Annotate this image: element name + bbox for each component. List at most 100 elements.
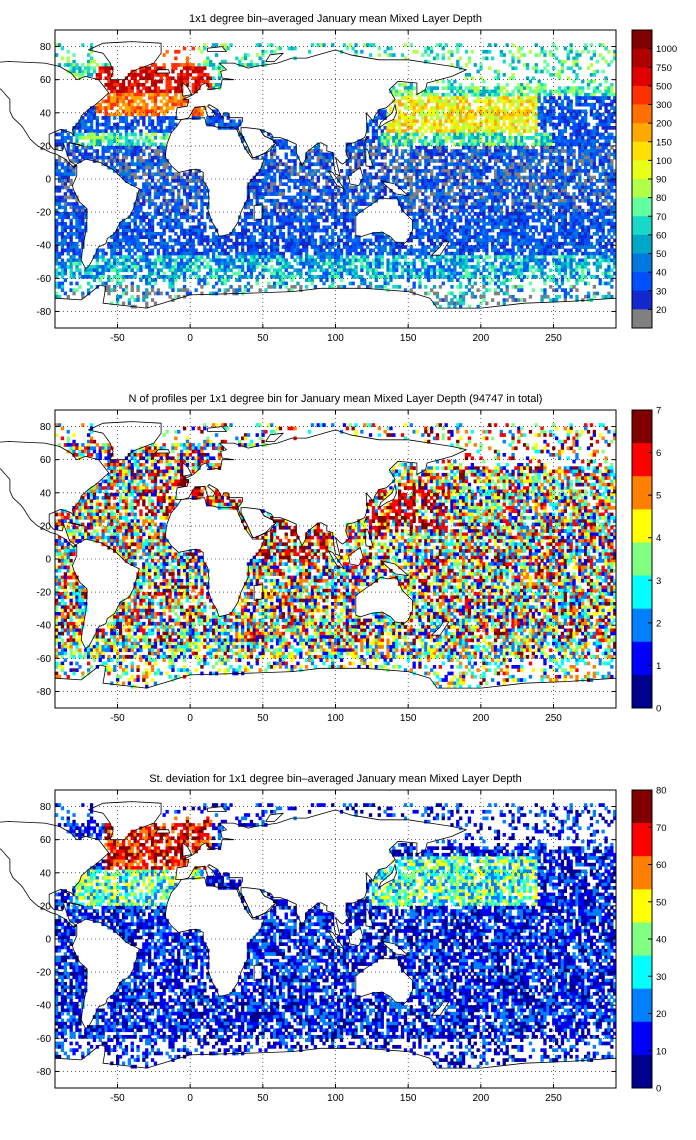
lon-tick-label: 150 (400, 713, 417, 724)
mld-mean-panel: 1x1 degree bin–averaged January mean Mix… (0, 0, 696, 380)
colorbar-label: 80 (656, 193, 667, 204)
coastline-antarctica (54, 1044, 617, 1089)
lat-tick-label: -80 (37, 1067, 52, 1078)
coastline-cuba (67, 142, 83, 147)
colorbar-label: 90 (656, 175, 667, 186)
colorbar-label: 750 (656, 63, 672, 74)
lon-tick-label: -50 (110, 1093, 125, 1104)
lon-tick-label: 150 (400, 333, 417, 344)
lon-tick-label: 200 (472, 333, 489, 344)
colorbar: 1000 750 500 300 200 150 100 90 80 70 60 50 40 30 20 (631, 29, 677, 329)
coastline-new-guinea (380, 180, 409, 197)
mld-stdev-map: St. deviation for 1x1 degree bin–average… (0, 773, 667, 1104)
lat-tick-label: -60 (37, 1034, 52, 1045)
lon-tick-label: 100 (327, 713, 344, 724)
colorbar-swatch (632, 641, 652, 676)
coastline-arabia (240, 507, 277, 538)
lat-tick-label: 40 (40, 108, 52, 119)
lon-tick-label: 200 (472, 713, 489, 724)
coastline-philippines (364, 908, 374, 928)
coastline-south-america (72, 918, 140, 1029)
coastline-cuba (67, 522, 83, 527)
coastline-svalbard (207, 426, 227, 432)
coastline-africa (165, 117, 265, 238)
lat-tick-label: 40 (40, 488, 52, 499)
colorbar: 7 6 5 4 3 2 1 0 (631, 406, 661, 715)
coastlines (0, 41, 617, 329)
colorbar-swatch (632, 575, 652, 610)
coastline-svalbard (207, 806, 227, 812)
grid (55, 410, 616, 708)
coastline-novaya-zemlya (265, 812, 284, 822)
lat-tick-label: 60 (40, 75, 52, 86)
colorbar-swatch (632, 234, 652, 254)
coastline-antarctica (54, 664, 617, 709)
panel-title: St. deviation for 1x1 degree bin–average… (149, 773, 521, 785)
colorbar-swatch (632, 410, 652, 444)
lat-tick-label: 60 (40, 835, 52, 846)
colorbar-swatch (632, 443, 652, 477)
mld-stdev-panel: St. deviation for 1x1 degree bin–average… (0, 760, 696, 1140)
coastline-australia (355, 196, 413, 245)
colorbar-label: 60 (656, 860, 667, 871)
lat-tick-label: 80 (40, 42, 52, 53)
lat-tick-label: -60 (37, 274, 52, 285)
colorbar-label: 150 (656, 137, 672, 148)
lon-tick-label: -50 (110, 333, 125, 344)
lat-tick-label: 0 (45, 555, 51, 566)
coastline-north-america (0, 821, 110, 928)
lon-tick-label: 250 (545, 713, 562, 724)
colorbar-label: 70 (656, 823, 667, 834)
colorbar-swatch (632, 988, 652, 1023)
coastline-australia (355, 576, 413, 625)
lat-tick-label: -40 (37, 1001, 52, 1012)
lat-tick-label: 60 (40, 455, 52, 466)
lat-tick-label: -60 (37, 654, 52, 665)
coastline-eurasia (175, 809, 467, 937)
colorbar-label: 0 (656, 1084, 661, 1095)
lon-tick-label: 200 (472, 1093, 489, 1104)
colorbar-label: 40 (656, 935, 667, 946)
coastline-new-zealand (430, 239, 450, 256)
colorbar-swatch (632, 141, 652, 161)
coastline-arabia (240, 127, 277, 158)
coastline-taiwan (364, 137, 368, 144)
coastline-sumatra (327, 550, 345, 570)
coastline-new-zealand (430, 999, 450, 1016)
lon-tick-label: 0 (187, 1093, 193, 1104)
colorbar-swatch (632, 823, 652, 857)
data-cells (55, 43, 617, 309)
lon-tick-label: 50 (257, 1093, 269, 1104)
lon-tick-label: 0 (187, 713, 193, 724)
colorbar-label: 10 (656, 1046, 667, 1057)
colorbar-label: 50 (656, 249, 667, 260)
coastline-iceland (154, 829, 171, 834)
colorbar-label: 20 (656, 1009, 667, 1020)
colorbar-label: 30 (656, 972, 667, 983)
lat-tick-label: -40 (37, 241, 52, 252)
lat-tick-label: 20 (40, 521, 52, 532)
coastline-japan (378, 104, 397, 129)
coastline-philippines (364, 528, 374, 548)
coastline-africa (165, 877, 265, 998)
colorbar-label: 2 (656, 618, 661, 629)
lon-tick-label: 150 (400, 1093, 417, 1104)
colorbar-swatch (632, 123, 652, 143)
colorbar-swatch (632, 85, 652, 105)
coastline-north-america (0, 441, 110, 548)
data-cells (55, 803, 617, 1069)
panel-title: N of profiles per 1x1 degree bin for Jan… (129, 393, 543, 405)
lon-tick-label: 250 (545, 1093, 562, 1104)
colorbar-swatch (632, 104, 652, 124)
coastline-australia (355, 956, 413, 1005)
profile-count-map: N of profiles per 1x1 degree bin for Jan… (0, 393, 661, 724)
grid (55, 30, 616, 328)
lat-tick-label: 0 (45, 175, 51, 186)
coastline-iceland (154, 449, 171, 454)
lon-tick-label: 100 (327, 333, 344, 344)
colorbar-label: 60 (656, 230, 667, 241)
colorbar-swatch (632, 955, 652, 990)
colorbar-swatch (632, 309, 652, 329)
lat-tick-label: 20 (40, 901, 52, 912)
colorbar-label: 5 (656, 491, 661, 502)
